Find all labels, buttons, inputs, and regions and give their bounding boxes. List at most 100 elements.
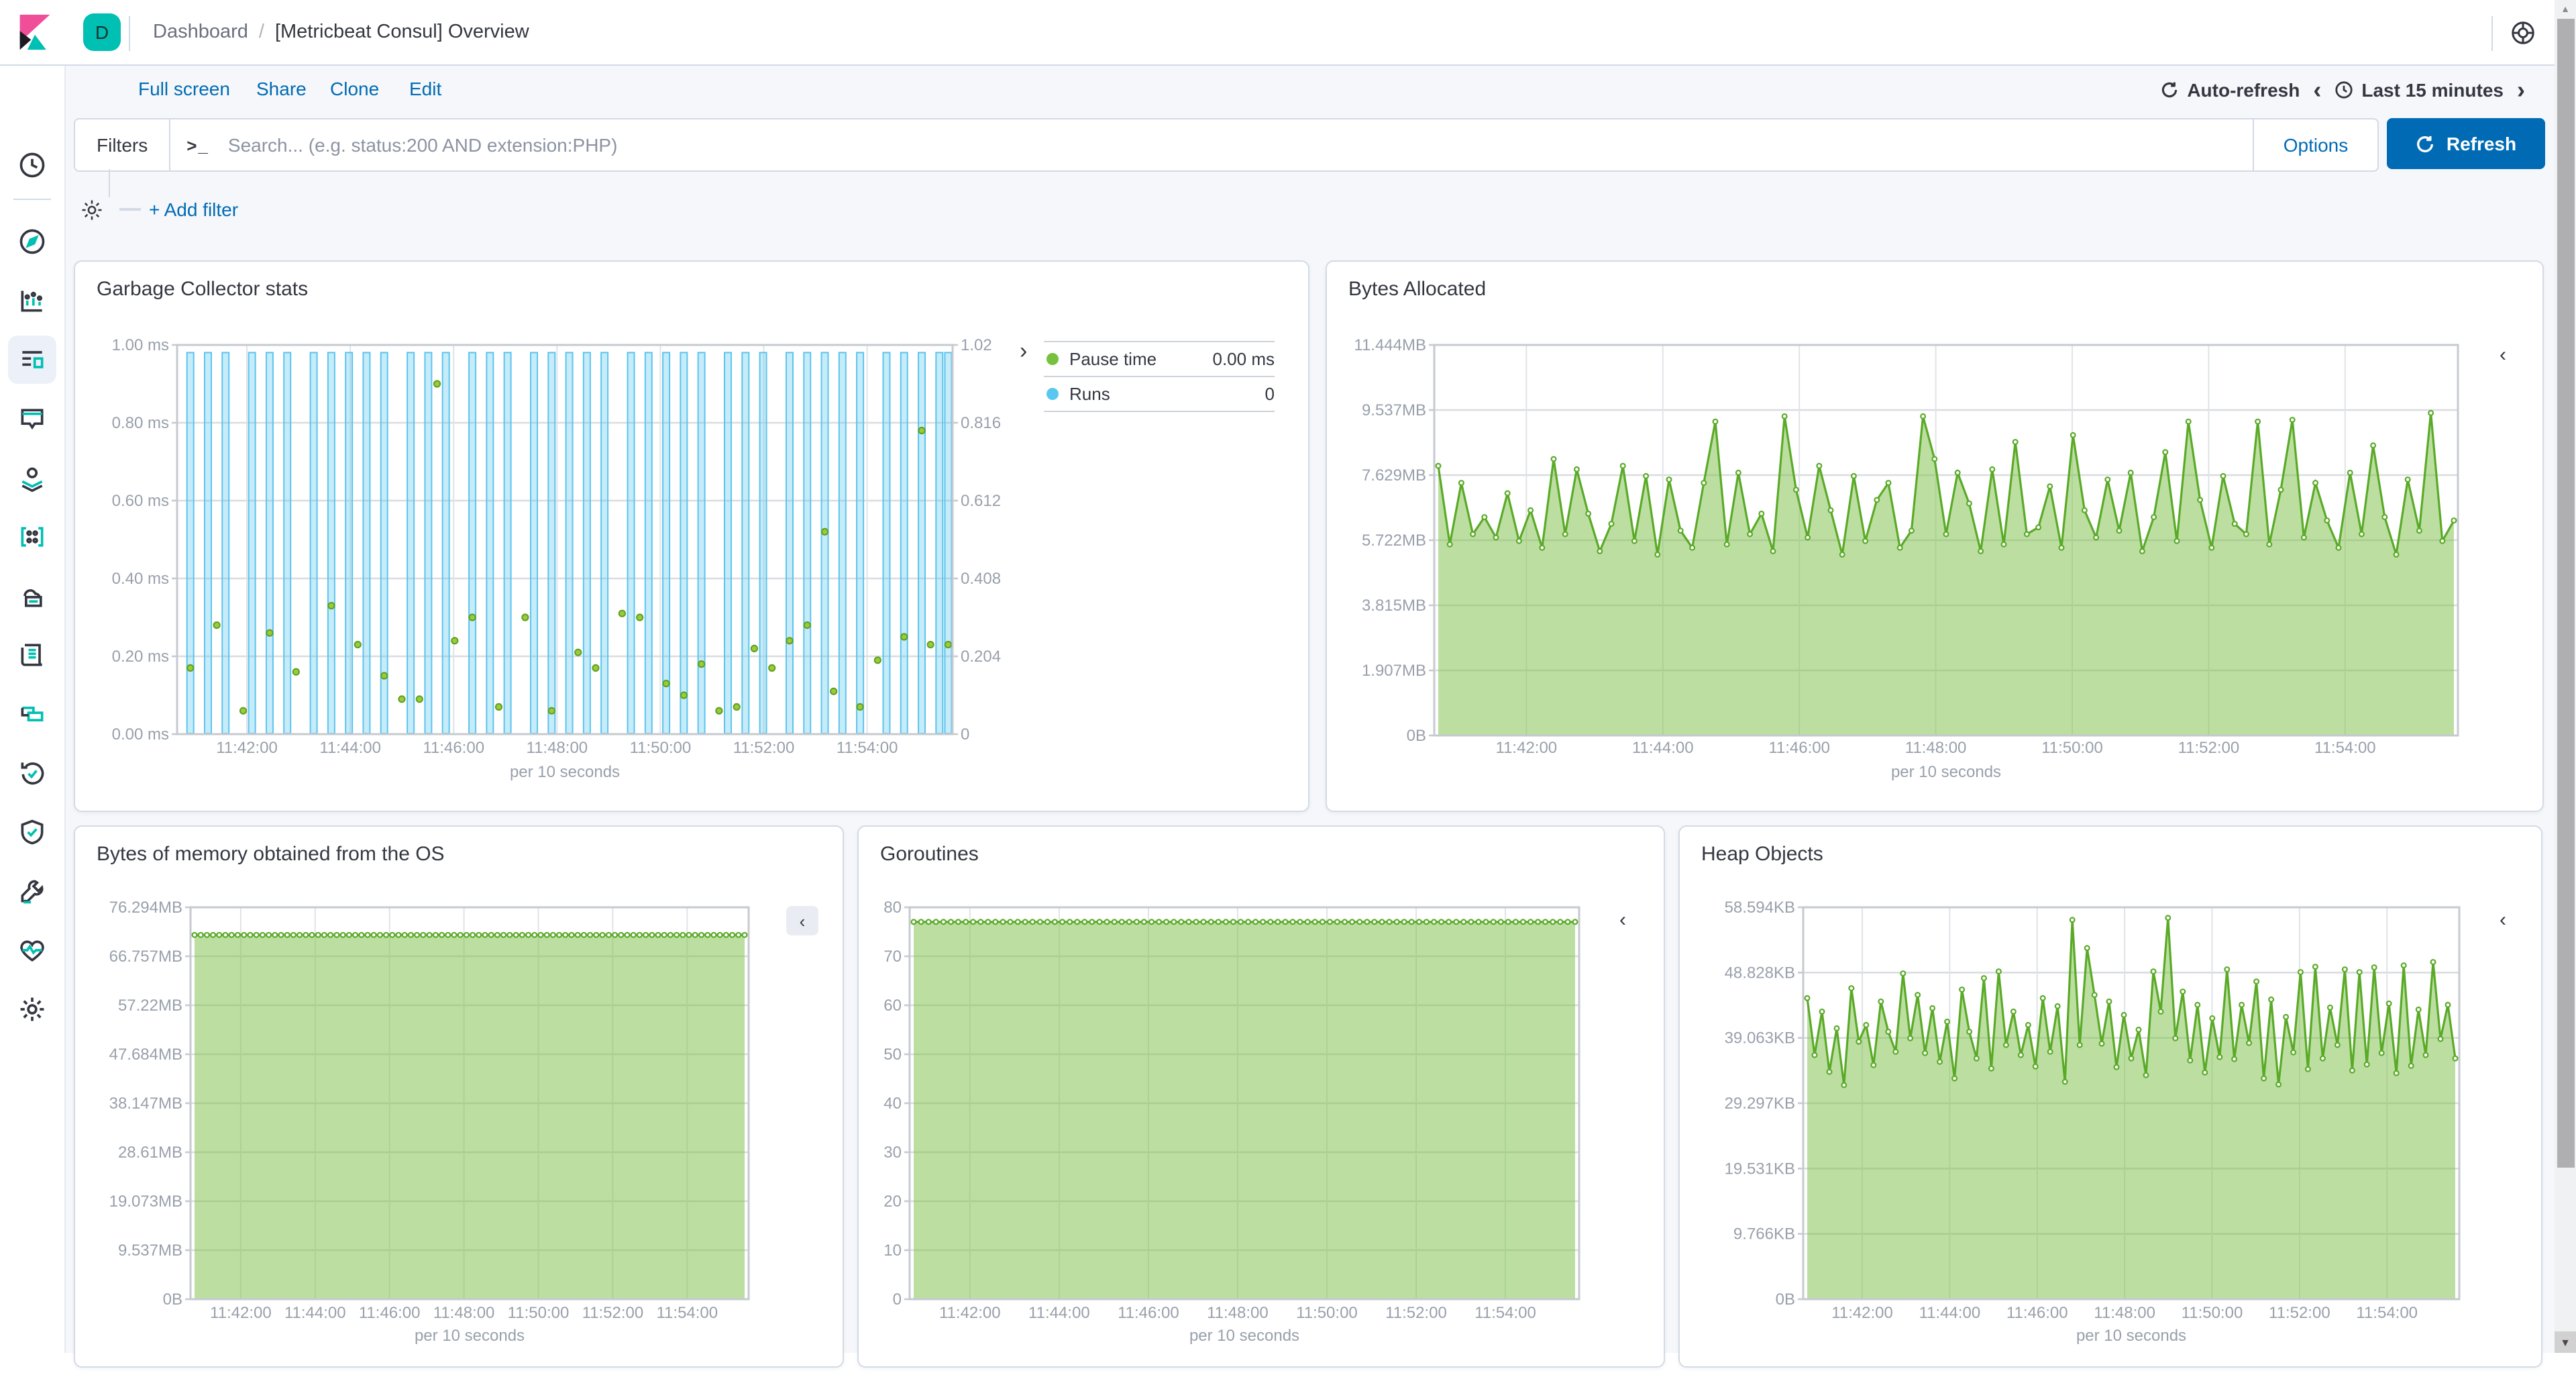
- auto-refresh-icon: [2162, 82, 2178, 98]
- sidebar-item-siem[interactable]: [8, 808, 56, 856]
- sidebar-item-logs[interactable]: [8, 631, 56, 679]
- svg-text:9.537MB: 9.537MB: [118, 1241, 182, 1260]
- filter-settings-button[interactable]: [74, 192, 109, 227]
- panel-title: Goroutines: [880, 843, 979, 866]
- sidebar-item-infrastructure[interactable]: [8, 572, 56, 620]
- svg-text:11:52:00: 11:52:00: [733, 739, 795, 757]
- kibana-logo-icon[interactable]: [16, 13, 54, 51]
- svg-text:0.816: 0.816: [961, 414, 1001, 432]
- toolbar-link-share[interactable]: Share: [256, 78, 307, 99]
- sidebar-item-management[interactable]: [8, 985, 56, 1033]
- breadcrumb-divider: [129, 16, 130, 51]
- scroll-up-icon[interactable]: ▲: [2561, 5, 2570, 14]
- goroutines-chart: 80 70 60 50 40 30 20 10 0 11:42:00 11:44:00 11:46:0…: [859, 827, 1664, 1366]
- svg-text:0B: 0B: [1776, 1290, 1795, 1309]
- logs-scroll-icon: [17, 640, 47, 670]
- page-scrollbar[interactable]: ▲ ▼: [2555, 0, 2576, 1353]
- pause-time-dot-icon: [1046, 353, 1059, 365]
- svg-text:per 10 seconds: per 10 seconds: [415, 1327, 525, 1345]
- add-filter-button[interactable]: + Add filter: [149, 199, 239, 220]
- sidebar-item-dashboard[interactable]: [8, 336, 56, 384]
- app-sidebar: [0, 64, 66, 1353]
- search-input[interactable]: [225, 133, 2253, 157]
- infra-cloud-icon: [17, 581, 47, 611]
- breadcrumb-dashboard-link[interactable]: Dashboard: [153, 21, 248, 43]
- svg-text:0.20 ms: 0.20 ms: [112, 648, 169, 666]
- svg-text:11:54:00: 11:54:00: [1474, 1304, 1536, 1322]
- svg-text:11:46:00: 11:46:00: [359, 1304, 421, 1322]
- wrench-icon: [17, 876, 47, 906]
- svg-text:11:50:00: 11:50:00: [2182, 1304, 2243, 1322]
- svg-text:47.684MB: 47.684MB: [109, 1046, 182, 1064]
- svg-text:11:48:00: 11:48:00: [1207, 1304, 1269, 1322]
- svg-text:76.294MB: 76.294MB: [109, 899, 182, 917]
- refresh-button[interactable]: Refresh: [2387, 118, 2545, 169]
- sidebar-item-apm[interactable]: [8, 690, 56, 738]
- top-header: D Dashboard / [Metricbeat Consul] Overvi…: [0, 0, 2576, 66]
- time-range-button[interactable]: Last 15 minutes: [2334, 79, 2504, 101]
- panel-title: Heap Objects: [1701, 843, 1823, 866]
- help-button[interactable]: [2504, 13, 2541, 51]
- sidebar-item-discover[interactable]: [8, 217, 56, 266]
- help-icon: [2511, 21, 2534, 44]
- legend-item-runs[interactable]: Runs 0: [1044, 376, 1275, 411]
- sidebar-item-dev-tools[interactable]: [8, 867, 56, 915]
- scroll-down-icon[interactable]: ▼: [2555, 1331, 2576, 1353]
- svg-text:11:52:00: 11:52:00: [1385, 1304, 1447, 1322]
- toolbar-link-clone[interactable]: Clone: [330, 78, 380, 99]
- breadcrumb-separator: /: [258, 21, 264, 43]
- svg-text:19.073MB: 19.073MB: [109, 1192, 182, 1211]
- legend-toggle-icon[interactable]: ‹: [1619, 909, 1626, 931]
- svg-text:0.204: 0.204: [961, 648, 1001, 666]
- toolbar-link-full-screen[interactable]: Full screen: [138, 78, 230, 99]
- sidebar-item-canvas[interactable]: [8, 395, 56, 443]
- svg-text:per 10 seconds: per 10 seconds: [2076, 1327, 2186, 1345]
- sidebar-item-visualize[interactable]: [8, 276, 56, 325]
- svg-text:19.531KB: 19.531KB: [1725, 1160, 1795, 1178]
- svg-text:11:52:00: 11:52:00: [2178, 739, 2240, 757]
- sidebar-item-maps[interactable]: [8, 454, 56, 502]
- bar-chart-icon: [17, 286, 47, 315]
- sidebar-item-uptime[interactable]: [8, 749, 56, 797]
- sidebar-item-stack-monitoring[interactable]: [8, 926, 56, 974]
- sidebar-item-recently-viewed[interactable]: [8, 141, 56, 189]
- map-pin-layers-icon: [17, 463, 47, 493]
- options-button[interactable]: Options: [2253, 119, 2377, 170]
- sidebar-item-machine-learning[interactable]: [8, 513, 56, 561]
- svg-text:3.815MB: 3.815MB: [1362, 597, 1426, 615]
- svg-text:38.147MB: 38.147MB: [109, 1095, 182, 1113]
- time-forward-chevron[interactable]: ›: [2517, 77, 2525, 103]
- query-bar: Filters >_ Options: [74, 118, 2379, 172]
- legend-toggle-icon[interactable]: ‹: [2500, 344, 2506, 366]
- svg-text:50: 50: [883, 1046, 902, 1064]
- pause-time-value: 0.00 ms: [1212, 349, 1275, 369]
- panel-heap-objects: Heap Objects 58.594KB 48.828KB 39.063KB 29.…: [1678, 825, 2542, 1368]
- svg-text:0: 0: [961, 725, 969, 744]
- auto-refresh-button[interactable]: Auto-refresh: [2160, 79, 2300, 101]
- clock-icon: [2335, 81, 2353, 99]
- gear-icon: [81, 199, 101, 219]
- legend-toggle-icon[interactable]: ›: [1020, 338, 1028, 364]
- svg-text:1.00 ms: 1.00 ms: [112, 336, 169, 354]
- svg-text:11:50:00: 11:50:00: [630, 739, 692, 757]
- legend-toggle-icon[interactable]: ‹: [2500, 909, 2506, 931]
- legend-toggle-button[interactable]: ‹: [786, 906, 818, 935]
- svg-text:11:42:00: 11:42:00: [1831, 1304, 1893, 1322]
- shield-icon: [17, 817, 47, 847]
- svg-text:7.629MB: 7.629MB: [1362, 466, 1426, 485]
- add-filter-row: + Add filter: [74, 192, 238, 227]
- panel-goroutines: Goroutines 80 70 60 50 40 30 20 10 0 11:42:00 11:4…: [857, 825, 1665, 1368]
- legend-item-pause-time[interactable]: Pause time 0.00 ms: [1044, 342, 1275, 376]
- toolbar-link-edit[interactable]: Edit: [409, 78, 442, 99]
- svg-text:11:44:00: 11:44:00: [1632, 739, 1694, 757]
- panel-title: Bytes of memory obtained from the OS: [97, 843, 445, 866]
- svg-text:per 10 seconds: per 10 seconds: [1891, 763, 2001, 781]
- svg-text:9.537MB: 9.537MB: [1362, 401, 1426, 419]
- svg-text:20: 20: [883, 1192, 902, 1211]
- canvas-frame-icon: [17, 404, 47, 434]
- time-back-chevron[interactable]: ‹: [2313, 77, 2322, 103]
- svg-text:0.60 ms: 0.60 ms: [112, 492, 169, 510]
- scrollbar-thumb[interactable]: [2557, 19, 2574, 1168]
- filters-button[interactable]: Filters: [97, 134, 148, 156]
- dashboard-app-badge[interactable]: D: [83, 13, 121, 51]
